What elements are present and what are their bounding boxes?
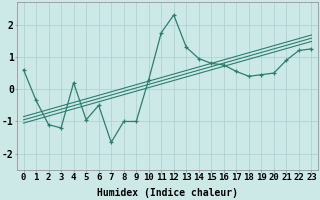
X-axis label: Humidex (Indice chaleur): Humidex (Indice chaleur): [97, 188, 238, 198]
